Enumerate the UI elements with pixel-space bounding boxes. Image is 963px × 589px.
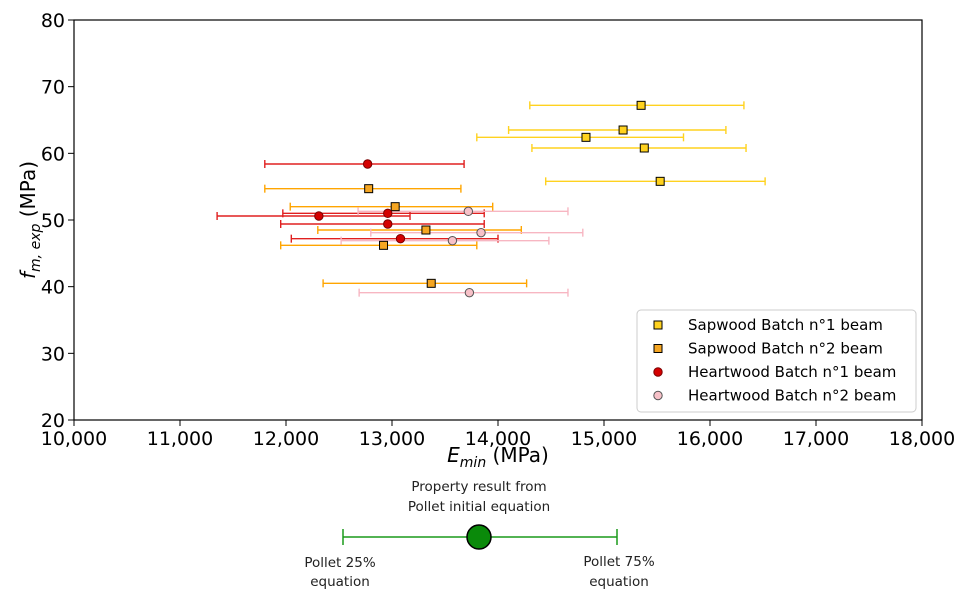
sapwood-batch-n-2-beam-point [379,240,389,250]
sapwood-batch-n-2-beam-point [421,225,431,235]
legend: Sapwood Batch n°1 beam Sapwood Batch n°2 … [636,309,917,413]
key-center-label-line1: Property result from [411,479,546,495]
y-tick-label: 30 [41,343,65,365]
y-tick-label: 80 [41,10,65,32]
legend-marker-heartwood-batch-n-1-beam [653,367,663,377]
sapwood-batch-n-1-beam-error-bar [531,144,747,152]
heartwood-batch-n-1-beam-point [314,211,324,221]
legend-entries: Sapwood Batch n°1 beam Sapwood Batch n°2 … [653,316,896,405]
error-bar-key: Property result from Pollet initial equa… [304,479,654,589]
heartwood-batch-n-2-beam-error-bar [357,207,569,216]
sapwood-batch-n-1-beam-point [639,143,649,153]
heartwood-batch-n-2-beam-point [464,287,475,298]
legend-label-sapwood-batch-n-2-beam: Sapwood Batch n°2 beam [688,340,883,358]
sapwood-batch-n-2-beam-point [390,202,400,212]
key-marker-circle [466,524,492,550]
heartwood-batch-n-1-beam-point [383,208,393,219]
key-right-label-line1: Pollet 75% [583,554,654,570]
heartwood-batch-n-2-beam-point [463,206,474,217]
x-tick-label: 10,000 [41,428,107,450]
x-tick-label: 17,000 [783,428,849,450]
x-axis: 10,000 11,000 12,000 13,000 14,000 15,000 16,0… [41,420,955,450]
heartwood-batch-n-2-beam-point [447,235,458,246]
key-center-label-line2: Pollet initial equation [408,499,550,515]
y-tick-label: 50 [41,210,65,232]
legend-box [636,309,917,413]
sapwood-batch-n-1-beam-error-bar [545,177,766,186]
key-right-label-line2: equation [589,574,649,589]
heartwood-batch-n-2-beam-error-bar [340,236,550,245]
sapwood-batch-n-1-beam-point [581,132,591,142]
heartwood-batch-n-2-beam-point [476,227,486,238]
heartwood-batch-n-2-beam-error-bar [358,288,569,297]
x-tick-label: 18,000 [889,428,955,450]
sapwood-batch-n-2-beam-point [364,184,374,194]
sapwood-batch-n-1-beam-error-bar [476,133,685,142]
heartwood-batch-n-1-beam-error-bar [290,234,499,243]
sapwood-batch-n-2-beam-error-bar [322,279,528,288]
x-tick-label: 16,000 [677,428,743,450]
sapwood-batch-n-2-beam-point [426,278,436,288]
y-tick-label: 40 [41,277,65,299]
sapwood-batch-n-1-beam-point [618,125,628,135]
x-tick-label: 12,000 [253,428,319,450]
legend-marker-heartwood-batch-n-2-beam [653,390,663,401]
markers-layer [314,100,665,298]
key-left-label-line2: equation [310,574,370,589]
sapwood-batch-n-1-beam-point [655,176,665,186]
y-tick-label: 70 [41,77,65,99]
y-axis: 20 30 40 50 60 70 80 [41,10,74,432]
sapwood-batch-n-2-beam-error-bar [264,184,462,193]
y-tick-label: 60 [41,143,65,165]
heartwood-batch-n-1-beam-error-bar [280,220,485,228]
y-tick-label: 20 [41,410,65,432]
sapwood-batch-n-1-beam-error-bar [507,126,727,134]
x-tick-label: 15,000 [571,428,637,450]
sapwood-batch-n-2-beam-error-bar [280,241,478,250]
x-tick-label: 13,000 [359,428,425,450]
key-left-label-line1: Pollet 25% [304,555,375,571]
heartwood-batch-n-1-beam-point [362,159,373,169]
legend-marker-sapwood-batch-n-1-beam [653,320,663,330]
x-axis-title: Emin (MPa) [447,443,549,471]
sapwood-batch-n-1-beam-point [636,100,646,110]
y-axis-title: fm, exp (MPa) [16,161,44,279]
legend-label-heartwood-batch-n-1-beam: Heartwood Batch n°1 beam [688,363,896,381]
heartwood-batch-n-1-beam-point [395,233,406,244]
legend-label-sapwood-batch-n-1-beam: Sapwood Batch n°1 beam [688,316,883,334]
x-tick-label: 11,000 [147,428,213,450]
legend-marker-sapwood-batch-n-2-beam [653,344,663,353]
x-tick-label: 14,000 [465,428,531,450]
legend-label-heartwood-batch-n-2-beam: Heartwood Batch n°2 beam [688,387,896,405]
error-bars-layer [216,101,766,297]
heartwood-batch-n-1-beam-point [383,219,393,229]
